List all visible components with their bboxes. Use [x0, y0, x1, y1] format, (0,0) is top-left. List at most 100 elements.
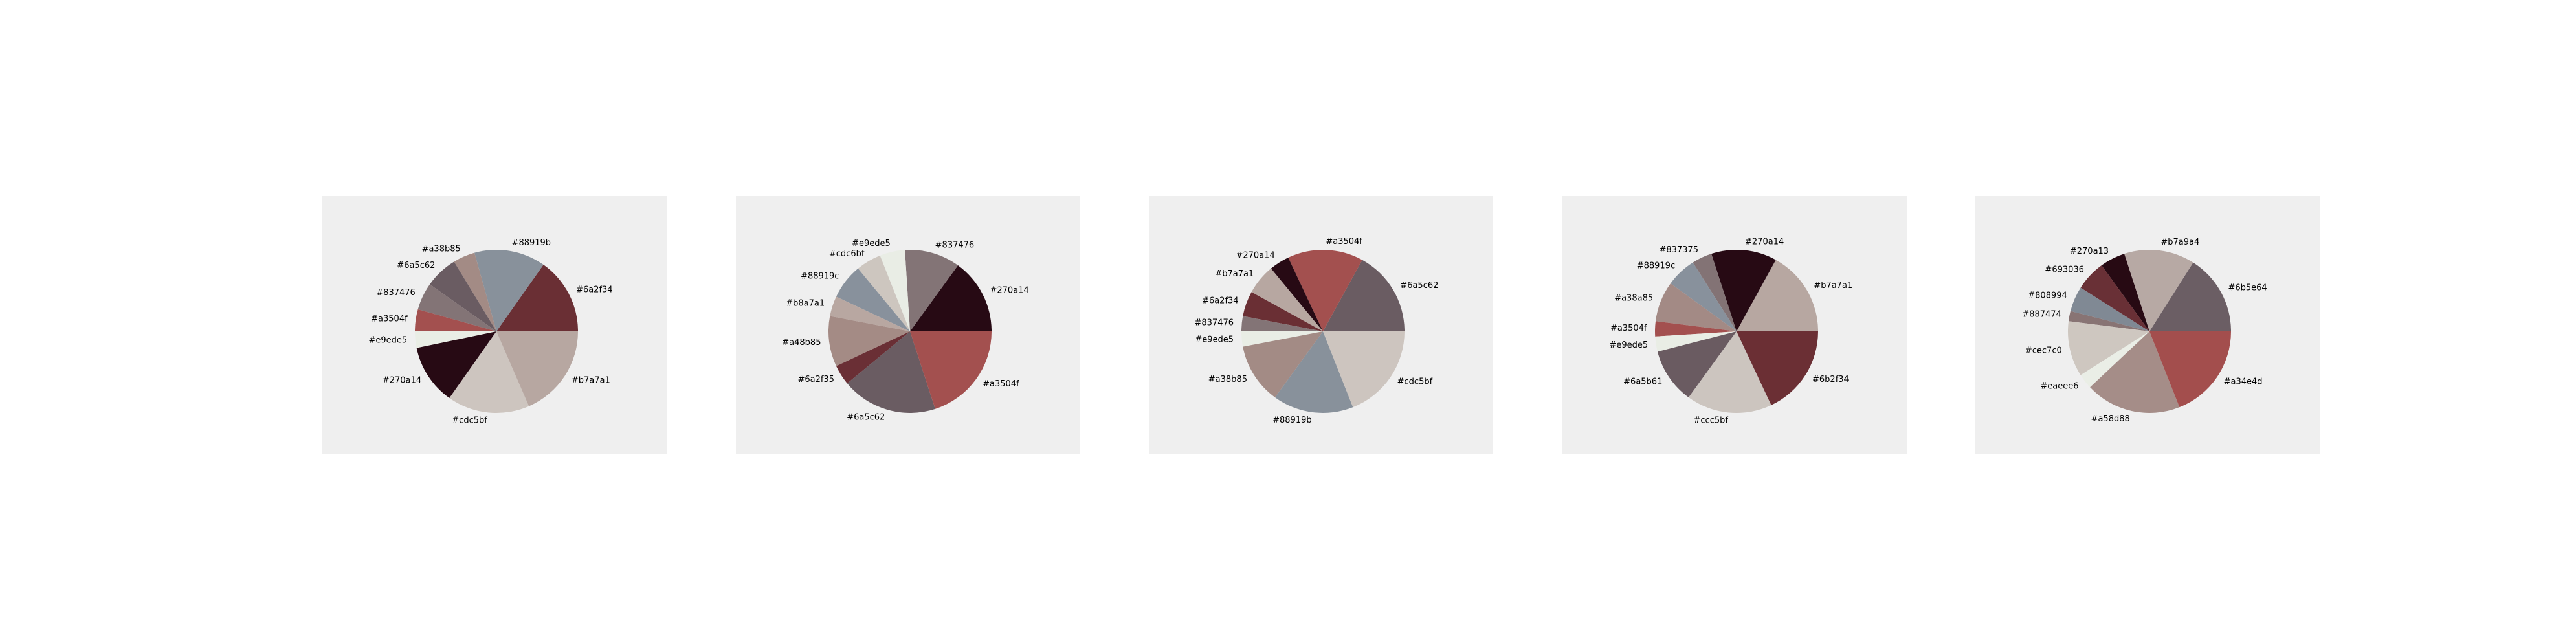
pie-slice-label: #6b5e64: [2228, 283, 2267, 293]
pie-slice: [2068, 311, 2149, 331]
pie-chart-3: #6a5c62 #a3504f #270a14 #b7a7a1 #6a2f34 #8374…: [1194, 237, 1438, 425]
pie-slice-label: #837476: [1194, 318, 1234, 328]
pie-slice-label: #a3504f: [371, 315, 408, 324]
pie-slice: [1693, 254, 1737, 331]
pie-slice-label: #ccc5bf: [1694, 416, 1729, 425]
pie-slice-label: #b7a7a1: [572, 376, 610, 386]
pie-slice: [449, 331, 529, 414]
pie-slice: [2080, 265, 2149, 331]
pie-slice: [2067, 321, 2149, 375]
pie-slice-label: #6a2f35: [797, 375, 834, 384]
pie-slice: [2090, 331, 2180, 413]
pie-slice: [828, 316, 910, 366]
pie-chart-5: #6b5e64 #b7a9a4 #270a13 #693036 #808994 #8874…: [2022, 238, 2267, 424]
pie-slice: [496, 331, 578, 406]
pie-slice: [1288, 250, 1362, 331]
pie-chart-panel-3: #6a5c62 #a3504f #270a14 #b7a7a1 #6a2f34 #8374…: [1149, 196, 1493, 454]
pie-slice-label: #693036: [2045, 265, 2084, 275]
pie-slice-label: #a38b85: [422, 244, 461, 254]
pie-slice: [2080, 331, 2149, 388]
pie-slice: [496, 265, 578, 331]
pie-slice-label: #837476: [935, 240, 975, 250]
pie-slice-label: #6a2f34: [1202, 296, 1239, 306]
pie-slice-label: #e9ede5: [1195, 335, 1234, 345]
pie-slice: [1737, 331, 1818, 406]
pie-slice: [1657, 331, 1737, 397]
pie-slice-label: #6b2f34: [1812, 375, 1849, 384]
pie-slice: [836, 268, 910, 331]
pie-slice-label: #a3504f: [1326, 237, 1362, 247]
pie-slice: [1655, 283, 1737, 331]
pie-slice: [858, 255, 910, 331]
pie-slice-label: #b7a7a1: [1215, 269, 1254, 279]
pie-slice: [2124, 250, 2193, 331]
pie-slice: [474, 249, 544, 331]
pie-slice-label: #a38b85: [1208, 375, 1247, 384]
pie-slice-label: #a38a85: [1614, 293, 1653, 303]
pie-slice: [1655, 331, 1737, 352]
pie-slice: [1323, 331, 1405, 408]
pie-slice-label: #cdc5bf: [1397, 377, 1433, 386]
pie-slice-label: #a58d88: [2091, 414, 2130, 424]
pie-slice-label: #e9ede5: [852, 239, 891, 249]
pie-slice: [1243, 292, 1323, 331]
pie-slice-label: #b7a9a4: [2160, 238, 2199, 247]
pie-slice-label: #cec7c0: [2025, 346, 2062, 356]
pie-slice-label: #b7a7a1: [1814, 281, 1852, 291]
pie-slice-label: #a3504f: [983, 379, 1019, 389]
pie-slice: [2070, 287, 2149, 331]
pie-slice-label: #270a14: [383, 376, 421, 386]
pie-slice-label: #270a14: [1745, 238, 1784, 247]
pie-slice: [1711, 250, 1776, 331]
pie-slice: [2101, 254, 2149, 331]
pie-slice-label: #887474: [2022, 310, 2061, 320]
pie-slice-label: #88919b: [512, 238, 551, 248]
pie-slice: [1241, 331, 1323, 347]
pie-slice: [905, 250, 959, 331]
pie-slice: [910, 265, 992, 331]
pie-chart-panel-5: #6b5e64 #b7a9a4 #270a13 #693036 #808994 #8874…: [1975, 196, 2320, 454]
pie-slice-label: #a48b85: [782, 338, 821, 348]
pie-chart-panel-2: #270a14 #837476 #e9ede5 #cdc6bf #88919c #b8a7…: [736, 196, 1080, 454]
pie-slice: [1241, 316, 1323, 331]
pie-slice-label: #808994: [2028, 291, 2067, 300]
pie-slice: [880, 250, 910, 331]
pie-slice: [2149, 262, 2231, 331]
pie-slice-label: #b8a7a1: [786, 299, 825, 309]
pie-slice: [416, 331, 496, 398]
pie-slice-label: #270a14: [1236, 250, 1275, 260]
pie-slice: [1688, 331, 1771, 414]
pie-slice: [2149, 331, 2231, 408]
pie-slice-label: #270a14: [990, 286, 1028, 296]
pie-slice-label: #270a13: [2070, 247, 2109, 256]
pie-slice: [415, 331, 496, 348]
pie-slice-label: #837476: [376, 288, 416, 298]
pie-slice: [417, 284, 496, 331]
pie-slice-label: #6a2f34: [576, 285, 613, 295]
pie-slice-label: #88919c: [801, 272, 839, 282]
pie-slice: [1274, 331, 1353, 413]
pie-slice: [836, 331, 910, 384]
pie-slice: [1251, 268, 1323, 331]
pie-slice: [1655, 321, 1737, 337]
pie-chart-2: #270a14 #837476 #e9ede5#cdc6bf #88919c #b8a7…: [782, 239, 1028, 423]
pie-slice: [1271, 257, 1323, 331]
pie-slice: [910, 331, 992, 409]
pie-slice: [1323, 260, 1405, 331]
pie-slice-label: #a3504f: [1610, 324, 1647, 333]
pie-slice-label: #e9ede5: [1609, 340, 1648, 350]
pie-slice-label: #6a5c62: [847, 413, 885, 423]
pie-chart-1: #6a2f34 #88919b #a38b85 #6a5c62 #837476 #a350…: [368, 238, 613, 425]
pie-slice-label: #6a5b61: [1623, 377, 1662, 386]
pie-slice: [454, 252, 496, 331]
pie-slice-label: #a34e4d: [2224, 377, 2263, 386]
pie-chart-panel-4: #b7a7a1 #270a14 #837375 #88919c #a38a85 #a350…: [1562, 196, 1907, 454]
pie-slice-label: #6a5c62: [397, 261, 435, 271]
pie-slice-label: #cdc6bf: [829, 249, 865, 259]
pie-slice-label: #eaeee6: [2040, 381, 2078, 391]
pie-slice: [1671, 262, 1737, 331]
pie-slice-label: #88919b: [1272, 416, 1312, 425]
pie-slice-label: #cdc5bf: [452, 416, 487, 425]
pie-slice-label: #88919c: [1637, 261, 1675, 271]
pie-slice: [415, 309, 496, 331]
